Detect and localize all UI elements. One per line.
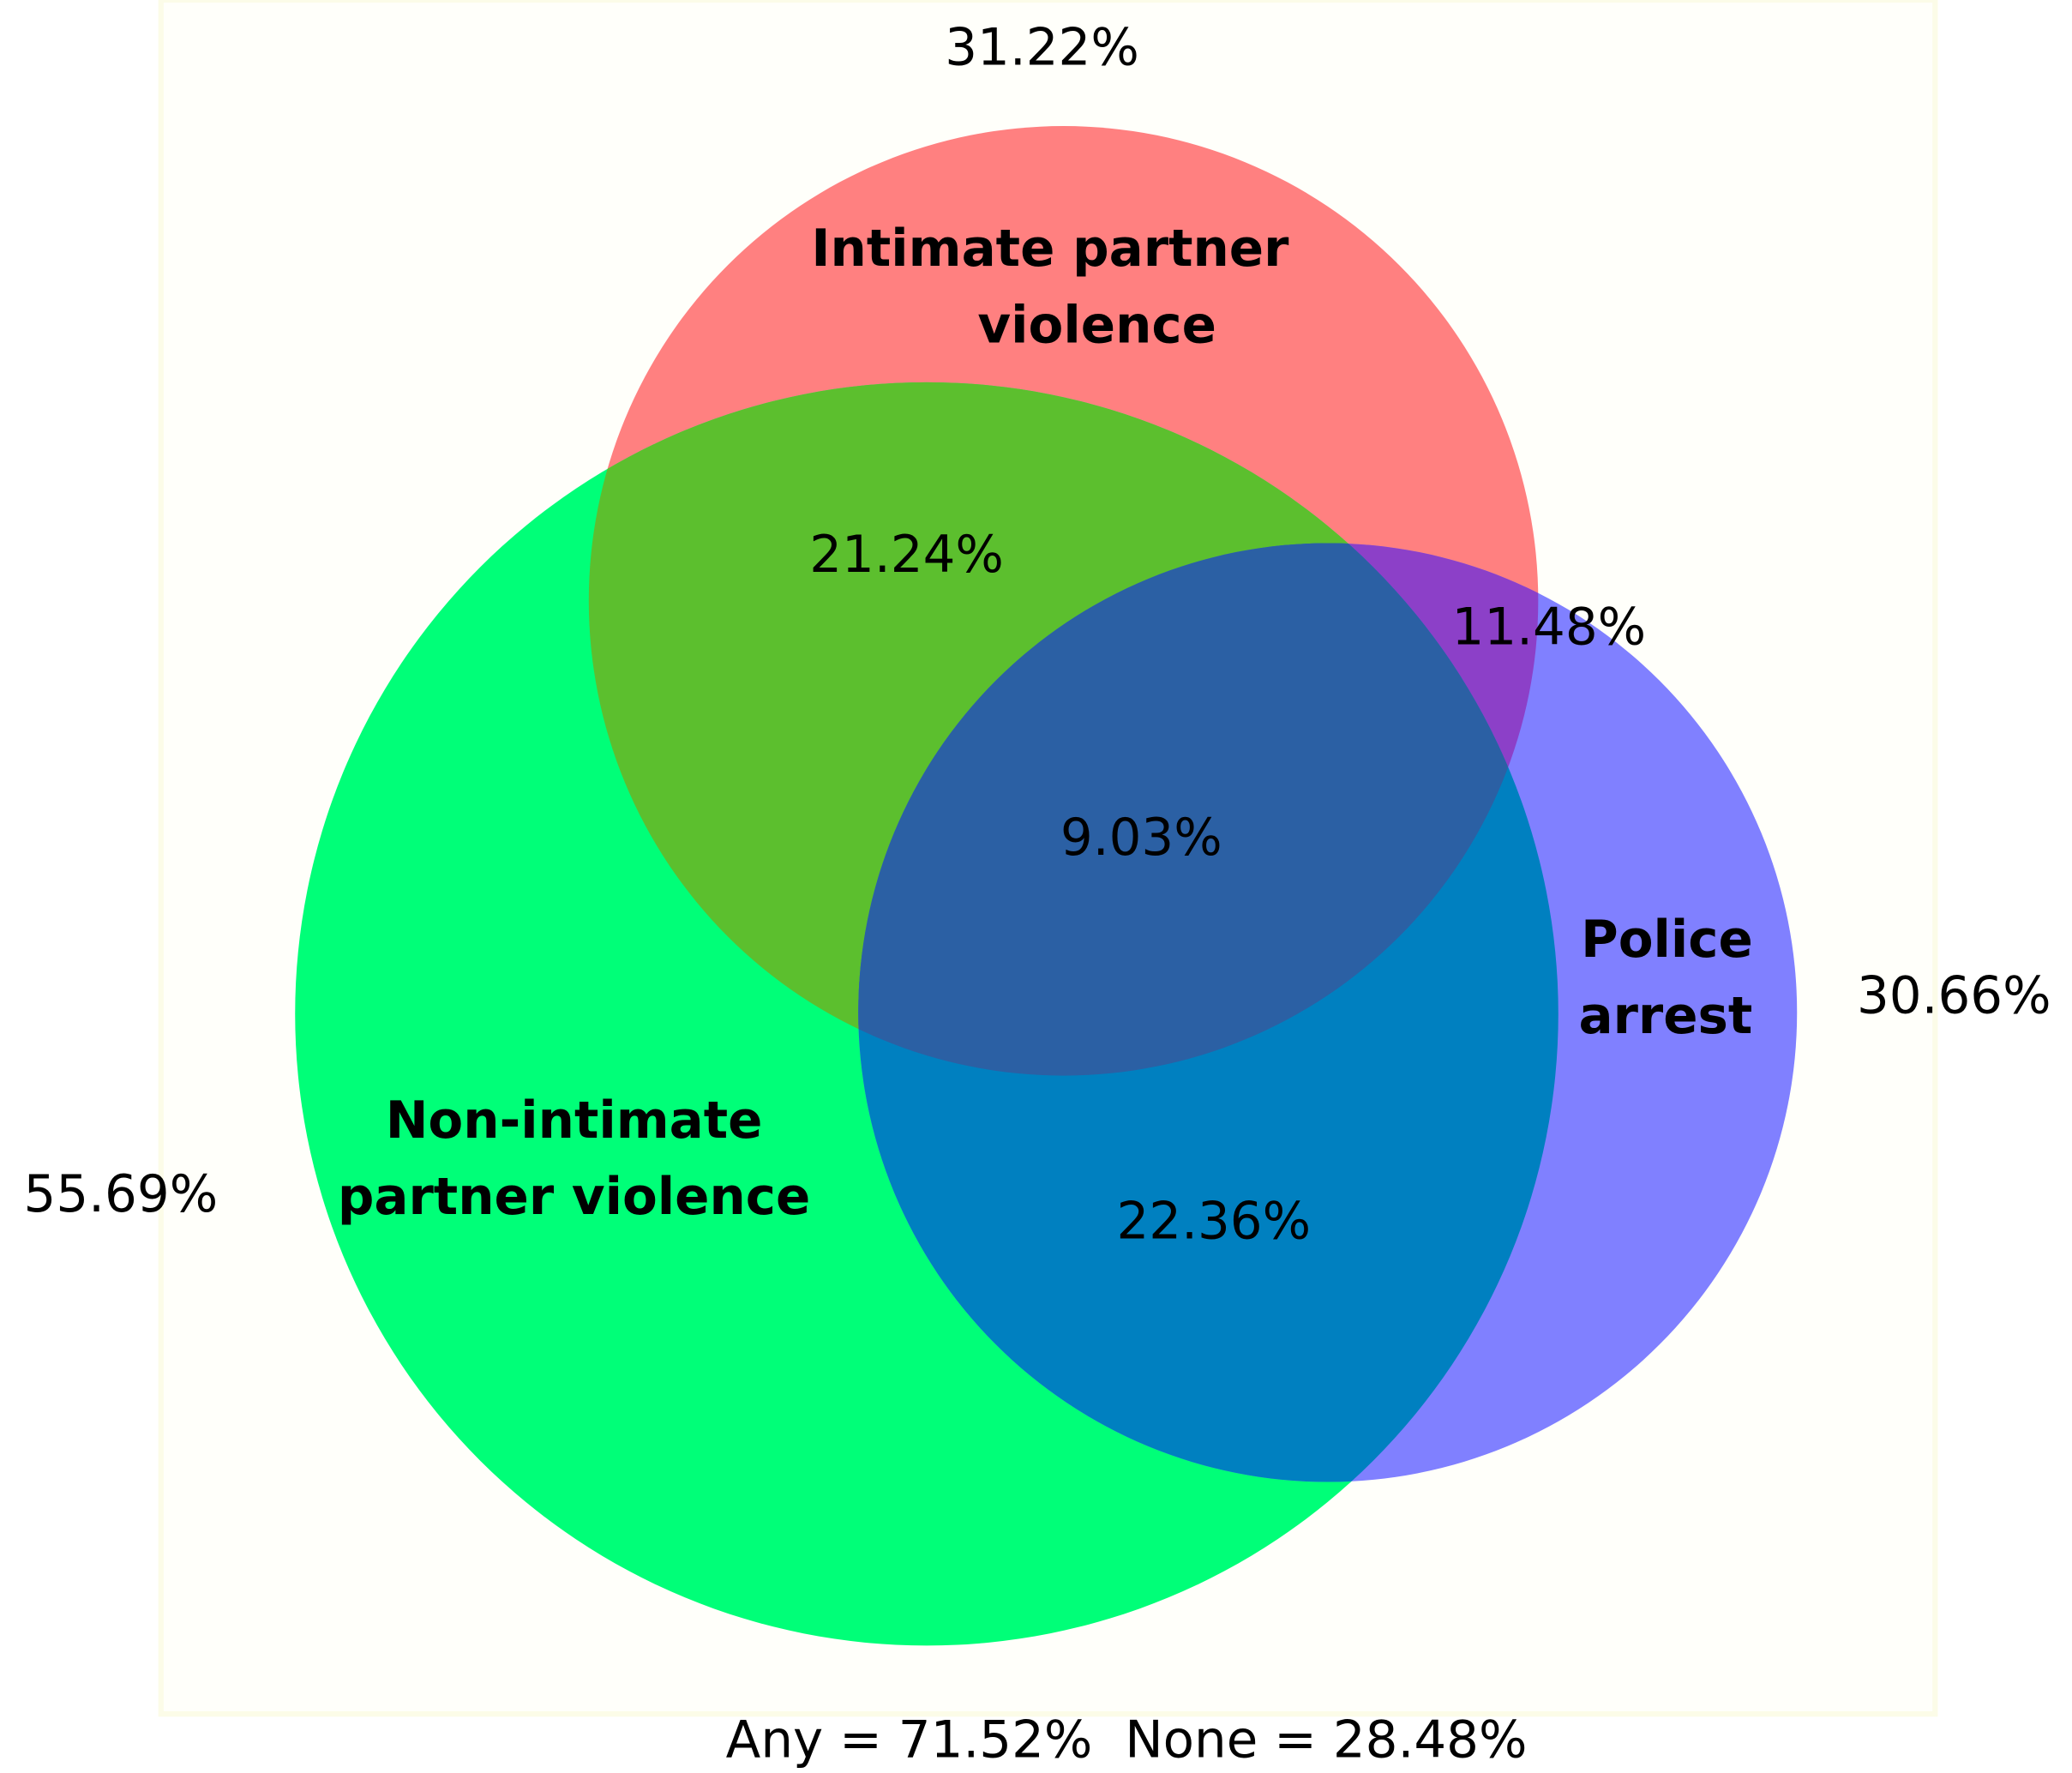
- region-value: 22.36%: [1116, 1192, 1311, 1251]
- set-label: partner violence: [338, 1168, 811, 1227]
- set-label: Police: [1581, 911, 1753, 970]
- set-label: Intimate partner: [811, 219, 1289, 279]
- set-label: Non-intimate: [386, 1091, 763, 1151]
- region-value: 21.24%: [809, 526, 1004, 585]
- set-label: arrest: [1579, 987, 1753, 1046]
- footer: Any = 71.52% None = 28.48%: [726, 1711, 1528, 1770]
- set-total: 30.66%: [1857, 967, 2051, 1026]
- region-value: 9.03%: [1060, 808, 1222, 868]
- set-label: violence: [977, 296, 1216, 355]
- region-value: 11.48%: [1452, 598, 1647, 657]
- set-total: 55.69%: [24, 1165, 219, 1224]
- set-total: 31.22%: [945, 19, 1139, 78]
